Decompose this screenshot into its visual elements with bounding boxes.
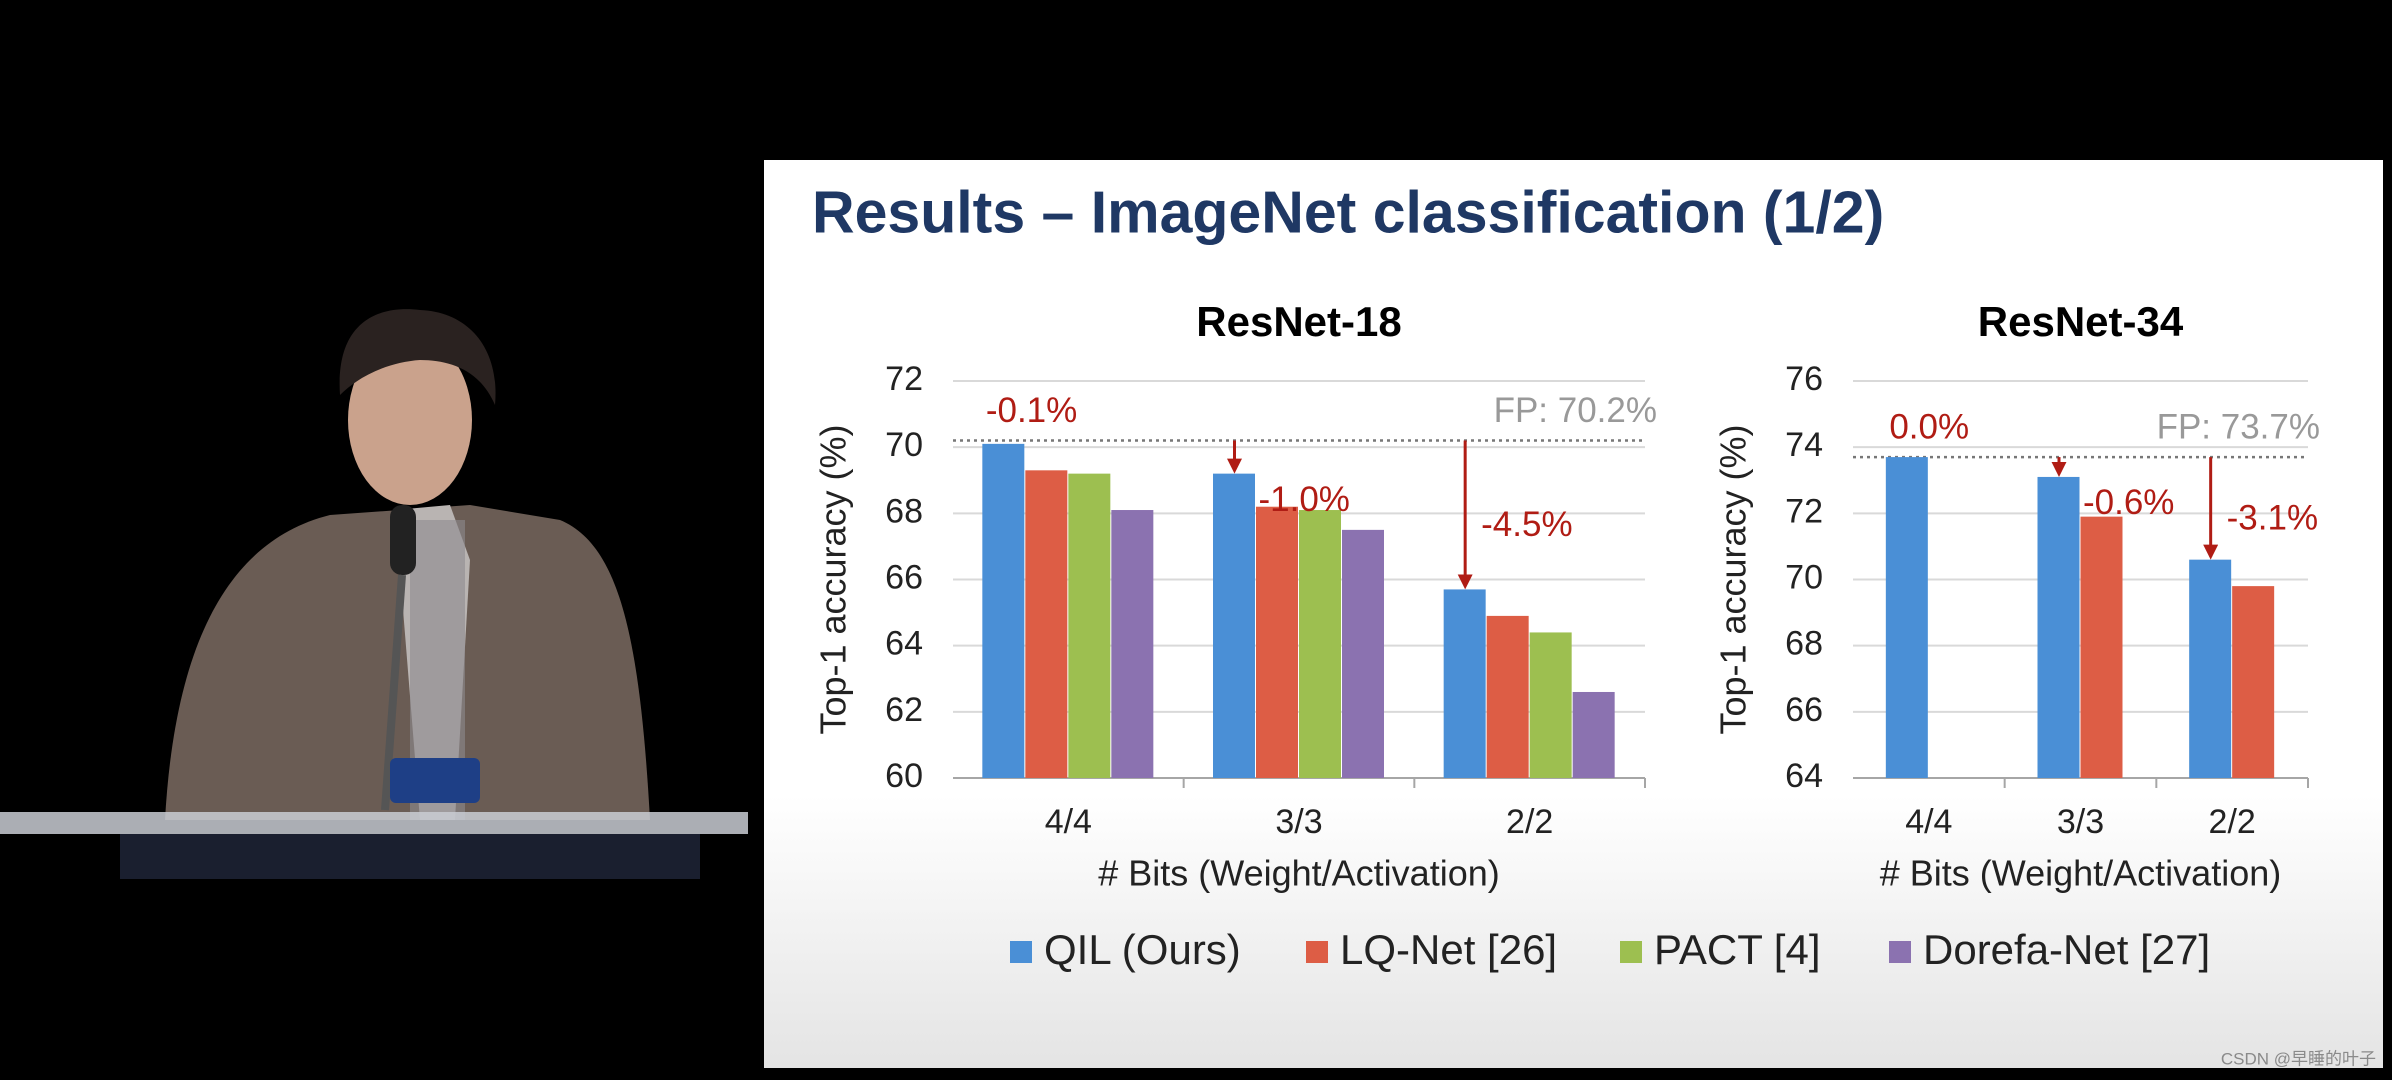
chart-title: ResNet-18 xyxy=(1196,298,1401,345)
delta-label: -3.1% xyxy=(2227,499,2318,538)
x-tick-label: 3/3 xyxy=(1275,803,1322,841)
x-tick-label: 2/2 xyxy=(1506,803,1553,841)
bar xyxy=(1256,506,1298,778)
fp-label: FP: 73.7% xyxy=(2157,407,2320,446)
legend-label: Dorefa-Net [27] xyxy=(1923,926,2210,973)
y-tick-label: 62 xyxy=(885,691,923,729)
legend-swatch xyxy=(1620,941,1642,963)
bar xyxy=(982,443,1025,778)
legend-swatch xyxy=(1889,941,1911,963)
y-tick-label: 64 xyxy=(1785,757,1823,795)
y-tick-label: 66 xyxy=(885,558,923,596)
y-tick-label: 76 xyxy=(1785,360,1823,398)
bar xyxy=(2232,586,2275,778)
bar xyxy=(1443,589,1486,778)
legend-label: LQ-Net [26] xyxy=(1340,926,1557,973)
delta-label: -4.5% xyxy=(1481,505,1572,544)
delta-label: -1.0% xyxy=(1259,480,1350,519)
bar xyxy=(2189,559,2232,778)
delta-label: 0.0% xyxy=(1889,407,1969,446)
x-axis-label: # Bits (Weight/Activation) xyxy=(1880,853,2281,894)
slide-title: Results – ImageNet classification (1/2) xyxy=(812,180,1884,246)
y-tick-label: 70 xyxy=(885,426,923,464)
y-tick-label: 60 xyxy=(885,757,923,795)
x-tick-label: 2/2 xyxy=(2209,803,2256,841)
legend-label: QIL (Ours) xyxy=(1044,926,1241,973)
y-tick-label: 68 xyxy=(885,492,923,530)
x-tick-label: 3/3 xyxy=(2057,803,2104,841)
bar xyxy=(1342,529,1384,778)
delta-label: -0.6% xyxy=(2083,483,2174,522)
legend-swatch xyxy=(1010,941,1032,963)
chart-title: ResNet-34 xyxy=(1978,298,2184,345)
y-tick-label: 74 xyxy=(1785,426,1823,464)
bar xyxy=(1299,510,1341,778)
y-tick-label: 72 xyxy=(1785,492,1823,530)
y-tick-label: 68 xyxy=(1785,625,1823,663)
x-tick-label: 4/4 xyxy=(1045,803,1092,841)
bar xyxy=(1068,473,1111,778)
y-tick-label: 64 xyxy=(885,625,923,663)
bar xyxy=(1572,691,1615,778)
bar xyxy=(1885,457,1928,778)
y-axis-label: Top-1 accuracy (%) xyxy=(813,424,854,734)
x-axis-label: # Bits (Weight/Activation) xyxy=(1098,853,1499,894)
x-tick-label: 4/4 xyxy=(1905,803,1952,841)
legend-label: PACT [4] xyxy=(1654,926,1821,973)
bar xyxy=(1486,615,1529,778)
y-axis-label: Top-1 accuracy (%) xyxy=(1713,424,1754,734)
y-tick-label: 66 xyxy=(1785,691,1823,729)
bar xyxy=(2037,476,2080,778)
bar xyxy=(1111,510,1154,778)
legend-swatch xyxy=(1306,941,1328,963)
fp-label: FP: 70.2% xyxy=(1494,391,1657,430)
bar xyxy=(1529,632,1572,778)
watermark: CSDN @早睡的叶子 xyxy=(2221,1049,2376,1068)
bar xyxy=(1213,473,1255,778)
speaker xyxy=(0,309,748,879)
bar xyxy=(2080,516,2123,778)
y-tick-label: 70 xyxy=(1785,558,1823,596)
y-tick-label: 72 xyxy=(885,360,923,398)
delta-label: -0.1% xyxy=(986,391,1077,430)
bar xyxy=(1025,470,1068,778)
